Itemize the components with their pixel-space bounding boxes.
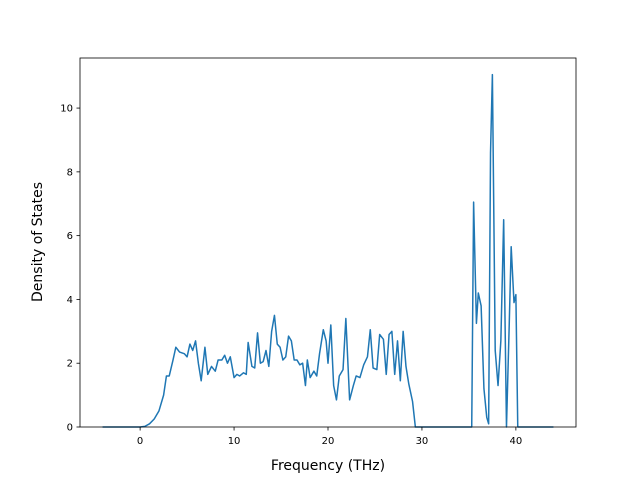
x-tick-label: 30 [416,436,429,447]
x-tick-label: 10 [228,436,241,447]
y-tick-label: 0 [67,423,73,434]
x-tick-label: 20 [322,436,335,447]
y-tick-label: 8 [67,167,73,178]
y-tick-label: 4 [67,295,73,306]
plot-frame [79,57,577,428]
y-tick-label: 6 [67,231,73,242]
y-tick-label: 10 [60,104,73,115]
x-tick-label: 40 [510,436,523,447]
y-tick-label: 2 [67,359,73,370]
y-axis-label: Density of States [30,182,46,302]
x-tick-label: 0 [137,436,143,447]
data-line [102,73,554,428]
x-axis-label: Frequency (THz) [271,458,385,474]
